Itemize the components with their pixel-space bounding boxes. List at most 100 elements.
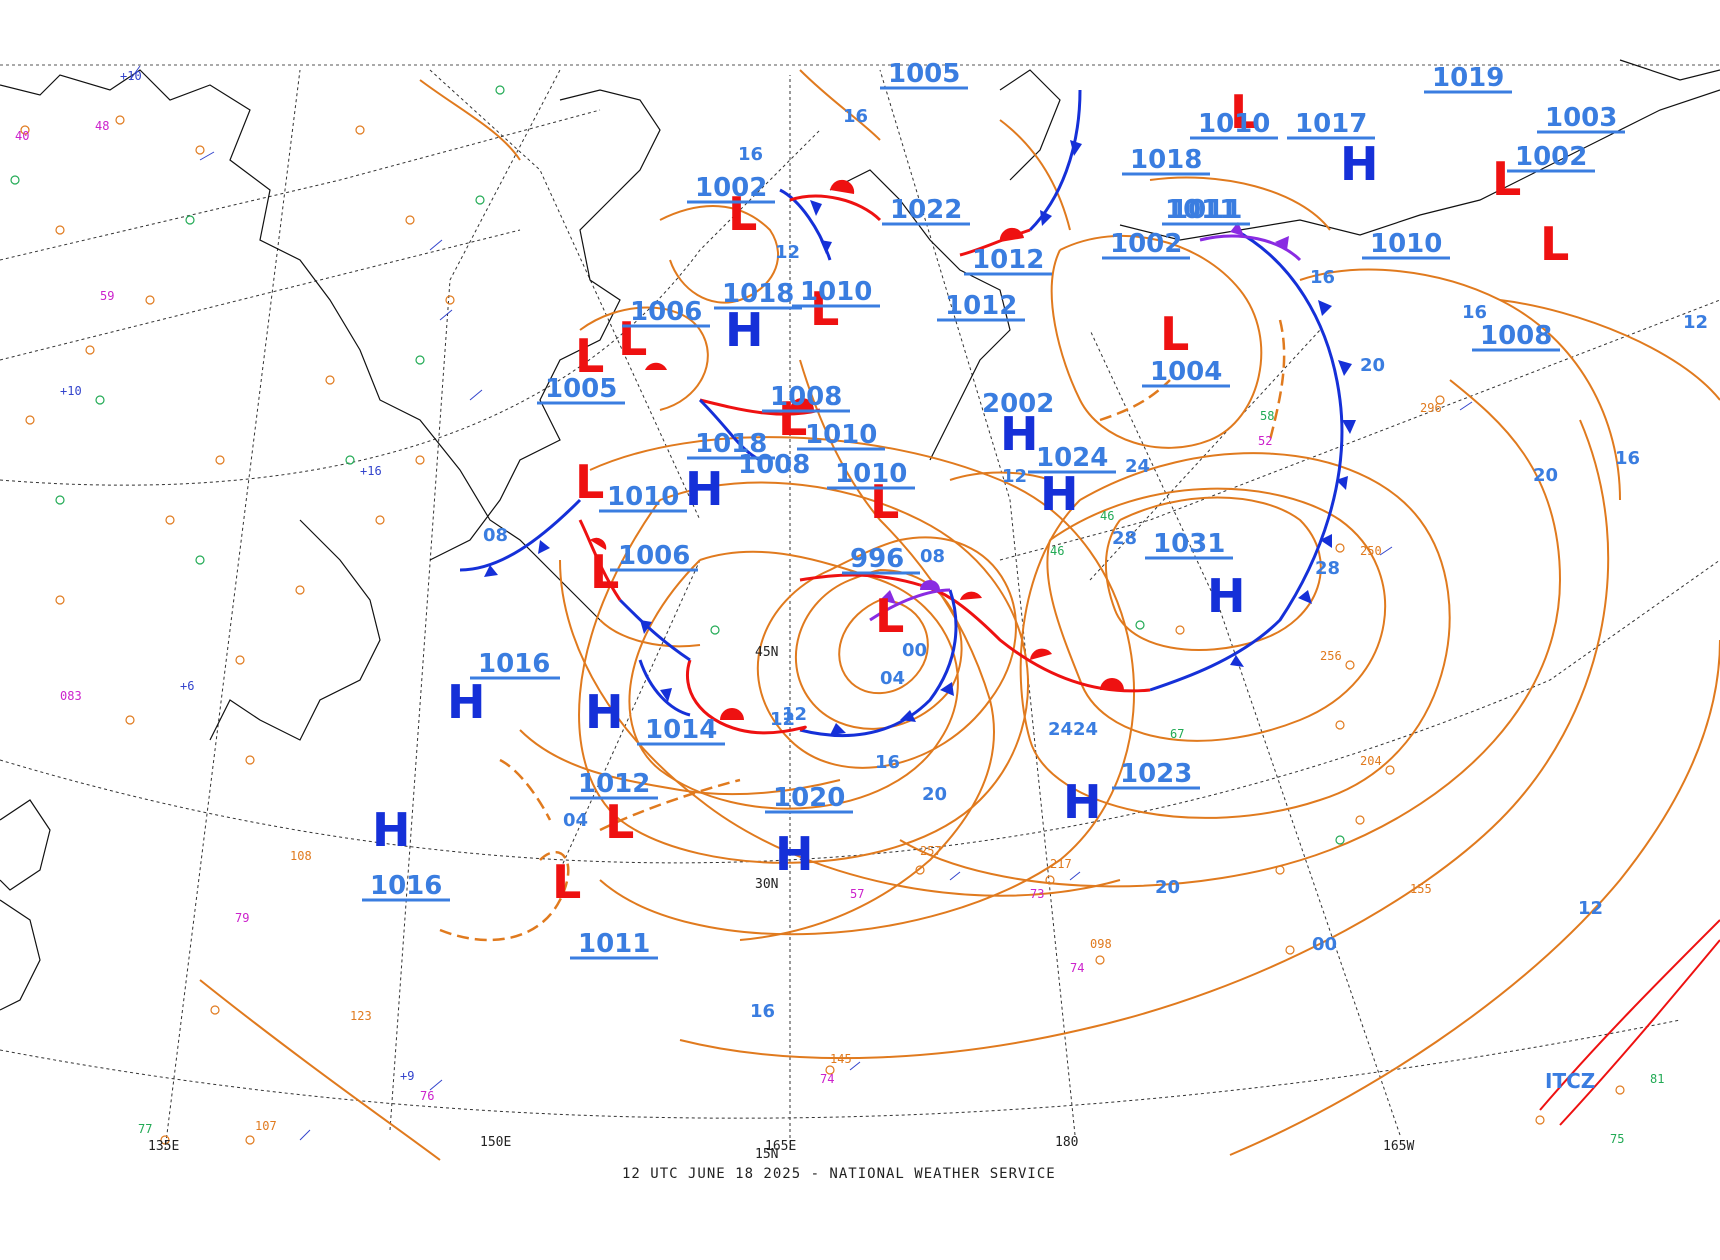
svg-text:996: 996 [850, 544, 904, 574]
svg-text:145: 145 [830, 1052, 852, 1066]
lon-label: 150E [480, 1135, 511, 1150]
isobar-label: 08 [920, 546, 945, 567]
svg-text:L: L [575, 455, 604, 509]
svg-text:1010: 1010 [800, 277, 872, 307]
svg-text:L: L [870, 475, 899, 529]
svg-text:257: 257 [920, 844, 942, 858]
svg-text:1010: 1010 [1370, 229, 1442, 259]
svg-text:H: H [1063, 775, 1102, 829]
isobar-label: 24 [1125, 456, 1150, 477]
svg-text:1031: 1031 [1153, 529, 1225, 559]
svg-text:+10: +10 [60, 384, 82, 398]
svg-text:H: H [372, 803, 411, 857]
fronts [459, 89, 1720, 1126]
low-center: L 1010 [575, 455, 687, 513]
svg-text:H: H [1040, 467, 1079, 521]
low-center: L 1011 [552, 855, 658, 960]
isobar-label: 12 [1578, 898, 1603, 919]
isobar-label: 00 [902, 640, 927, 661]
svg-text:40: 40 [15, 129, 29, 143]
svg-text:L: L [618, 312, 647, 366]
coastlines [0, 59, 1720, 1011]
low-center: L 1011 [1162, 85, 1259, 226]
high-center: H 1031 [1145, 529, 1246, 623]
svg-text:74: 74 [820, 1072, 834, 1086]
svg-text:1005: 1005 [545, 374, 617, 404]
isobar-label: 12 [1002, 466, 1027, 487]
station-plots: +10 48 40 59 +10 +16 +6 79 76 +9 123 296… [10, 65, 1664, 1146]
isobar-label: 16 [738, 144, 763, 165]
svg-text:52: 52 [1258, 434, 1272, 448]
low-center: L 1008 [762, 382, 850, 446]
isobar-label: 24 [1073, 719, 1098, 740]
high-center: H 1017 [1287, 109, 1379, 191]
svg-text:67: 67 [1170, 727, 1184, 741]
other-pressure-labels: 1005 1022 1012 1012 1010 1008 1018 1010 … [738, 59, 1625, 480]
high-center: H 1018 [714, 279, 802, 357]
graticule-labels: 135E 150E 165E 180 165W 45N 30N 15N [148, 645, 1414, 1162]
low-center: L 1010 [1362, 217, 1569, 271]
isobars [199, 69, 1720, 1161]
front-pips [484, 140, 1356, 735]
troughs [439, 319, 1286, 942]
svg-text:79: 79 [235, 911, 249, 925]
svg-text:2002: 2002 [982, 389, 1054, 419]
svg-text:204: 204 [1360, 754, 1382, 768]
svg-text:75: 75 [1610, 1132, 1624, 1146]
svg-text:1010: 1010 [1198, 109, 1270, 139]
lon-label: 165E [765, 1139, 796, 1154]
isobar-label: 16 [1462, 302, 1487, 323]
low-center: L 1010 [792, 277, 880, 336]
isobar-label: 28 [1112, 528, 1137, 549]
svg-text:L: L [1230, 85, 1259, 139]
svg-text:L: L [875, 589, 904, 643]
svg-text:H: H [1000, 407, 1039, 461]
high-center: H 1016 [362, 803, 450, 902]
svg-text:59: 59 [100, 289, 114, 303]
svg-text:+9: +9 [400, 1069, 414, 1083]
svg-text:296: 296 [1420, 401, 1442, 415]
low-center: L 1002 [1492, 142, 1595, 206]
svg-text:L: L [590, 545, 619, 599]
svg-text:1018: 1018 [695, 429, 767, 459]
lon-label: 180 [1055, 1135, 1078, 1150]
svg-text:H: H [775, 827, 814, 881]
isobar-label: 16 [1615, 448, 1640, 469]
svg-text:1016: 1016 [478, 649, 550, 679]
lon-label: 165W [1383, 1139, 1414, 1154]
high-center: H 1024 H 2002 [982, 389, 1116, 521]
svg-text:1014: 1014 [645, 715, 717, 745]
svg-text:L: L [728, 187, 757, 241]
svg-text:1008: 1008 [1480, 321, 1552, 351]
low-center: L 996 [842, 544, 920, 643]
low-center: L 1002 [687, 173, 775, 241]
isobar-label: 16 [750, 1001, 775, 1022]
svg-text:1008: 1008 [770, 382, 842, 412]
lat-label: 15N [755, 1147, 778, 1162]
svg-text:1016: 1016 [370, 871, 442, 901]
isobar-label: 12 [1683, 312, 1708, 333]
svg-text:1018: 1018 [1130, 145, 1202, 175]
pressure-centers: H 1016 H 1014 H 1016 H 1020 H 1023 H 103… [362, 85, 1595, 960]
svg-text:1005: 1005 [888, 59, 960, 89]
itcz-label: ITCZ [1545, 1069, 1595, 1093]
svg-text:+16: +16 [360, 464, 382, 478]
isobar-label: 20 [1360, 355, 1385, 376]
svg-text:L: L [1540, 217, 1569, 271]
svg-text:155: 155 [1410, 882, 1432, 896]
svg-text:1011: 1011 [1170, 195, 1242, 225]
svg-text:L: L [1160, 307, 1189, 361]
svg-text:L: L [552, 855, 581, 909]
svg-text:L: L [1492, 152, 1521, 206]
svg-text:46: 46 [1050, 544, 1064, 558]
isobar-label: 04 [563, 810, 588, 831]
map-title: 12 UTC JUNE 18 2025 - NATIONAL WEATHER S… [622, 1166, 1056, 1182]
low-center: L 1006 [590, 541, 698, 599]
isobar-label: 12 [782, 704, 807, 725]
svg-text:123: 123 [350, 1009, 372, 1023]
svg-text:1002: 1002 [1515, 142, 1587, 172]
isobar-label: 00 [1312, 934, 1337, 955]
lat-label: 45N [755, 645, 778, 660]
svg-text:H: H [447, 675, 486, 729]
